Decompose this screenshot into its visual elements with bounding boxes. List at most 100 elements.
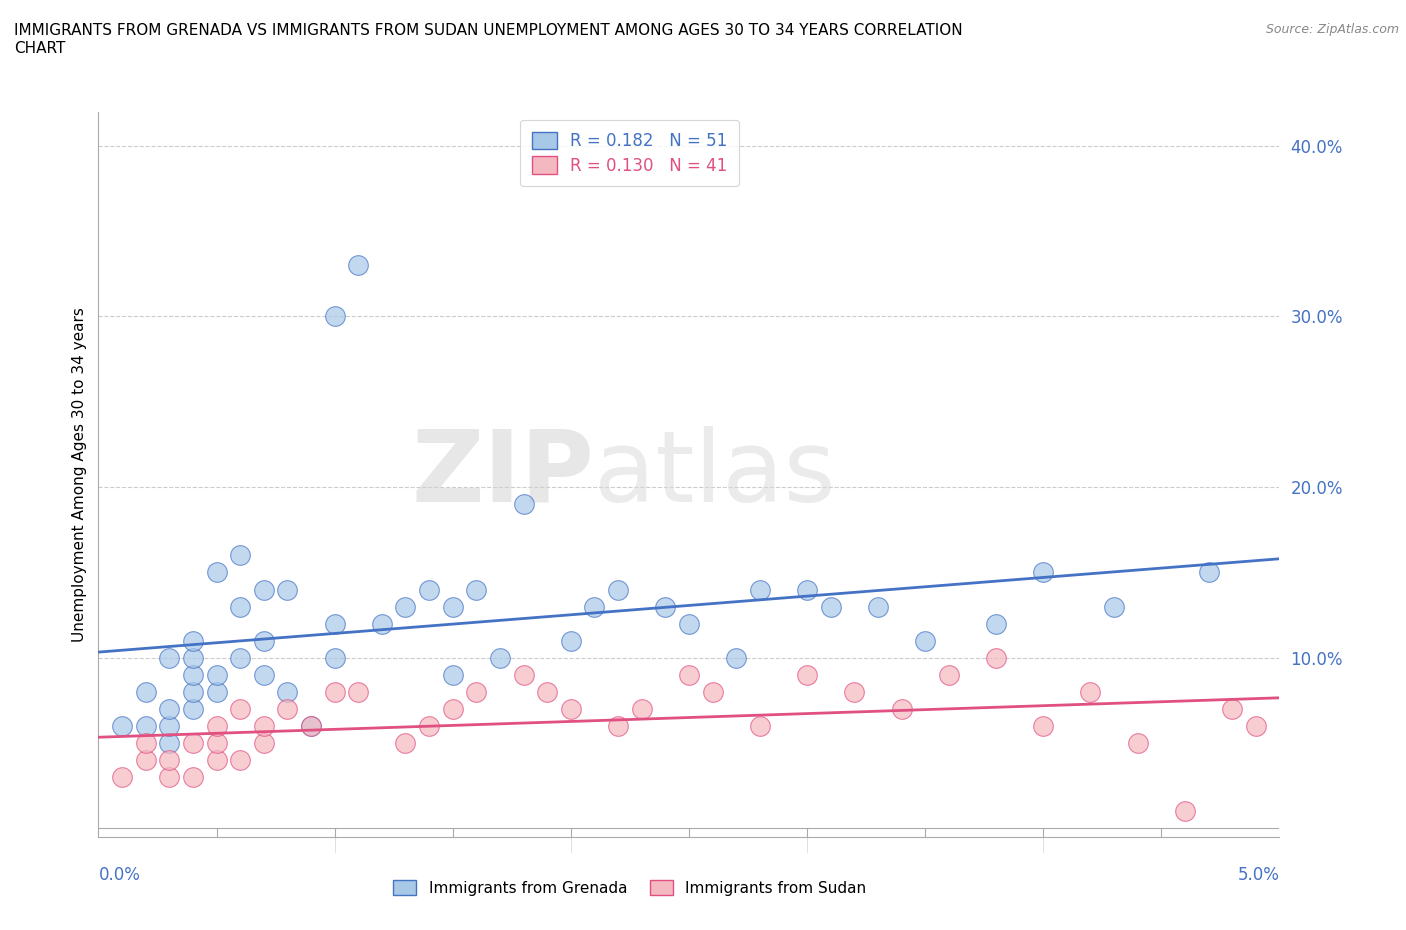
Point [157, 650, 180, 665]
Point [181, 650, 204, 665]
Point [441, 599, 464, 614]
Point [938, 668, 960, 683]
Point [796, 668, 818, 683]
Point [323, 309, 346, 324]
Point [512, 668, 534, 683]
Point [205, 684, 228, 699]
Point [323, 617, 346, 631]
Text: atlas: atlas [595, 426, 837, 523]
Text: 5.0%: 5.0% [1237, 866, 1279, 884]
Point [1080, 684, 1102, 699]
Point [205, 736, 228, 751]
Point [276, 684, 298, 699]
Point [299, 719, 322, 734]
Point [229, 548, 252, 563]
Point [253, 633, 276, 648]
Point [181, 633, 204, 648]
Point [157, 752, 180, 767]
Point [229, 701, 252, 716]
Point [418, 719, 440, 734]
Point [229, 752, 252, 767]
Point [135, 736, 157, 751]
Point [654, 599, 676, 614]
Point [253, 719, 276, 734]
Point [1032, 719, 1054, 734]
Point [984, 617, 1007, 631]
Point [1126, 736, 1149, 751]
Point [323, 684, 346, 699]
Text: Source: ZipAtlas.com: Source: ZipAtlas.com [1265, 23, 1399, 36]
Point [205, 565, 228, 580]
Point [347, 684, 370, 699]
Point [844, 684, 866, 699]
Point [181, 668, 204, 683]
Text: IMMIGRANTS FROM GRENADA VS IMMIGRANTS FROM SUDAN UNEMPLOYMENT AMONG AGES 30 TO 3: IMMIGRANTS FROM GRENADA VS IMMIGRANTS FR… [14, 23, 963, 56]
Point [796, 582, 818, 597]
Point [607, 719, 630, 734]
Point [489, 650, 512, 665]
Point [678, 668, 700, 683]
Point [560, 633, 582, 648]
Point [560, 701, 582, 716]
Point [820, 599, 842, 614]
Point [276, 582, 298, 597]
Point [441, 668, 464, 683]
Point [157, 719, 180, 734]
Point [323, 650, 346, 665]
Point [1198, 565, 1220, 580]
Point [253, 736, 276, 751]
Point [111, 719, 134, 734]
Point [135, 719, 157, 734]
Point [1174, 804, 1197, 818]
Point [181, 701, 204, 716]
Point [630, 701, 652, 716]
Y-axis label: Unemployment Among Ages 30 to 34 years: Unemployment Among Ages 30 to 34 years [72, 307, 87, 642]
Point [536, 684, 558, 699]
Point [418, 582, 440, 597]
Point [607, 582, 630, 597]
Point [748, 719, 770, 734]
Point [111, 770, 134, 785]
Point [229, 650, 252, 665]
Point [984, 650, 1007, 665]
Point [229, 599, 252, 614]
Point [181, 736, 204, 751]
Point [465, 684, 488, 699]
Point [181, 770, 204, 785]
Point [465, 582, 488, 597]
Point [135, 684, 157, 699]
Point [394, 736, 416, 751]
Point [866, 599, 889, 614]
Point [1102, 599, 1125, 614]
Point [157, 701, 180, 716]
Point [702, 684, 724, 699]
Point [347, 258, 370, 272]
Point [1244, 719, 1267, 734]
Point [205, 668, 228, 683]
Point [914, 633, 936, 648]
Point [394, 599, 416, 614]
Point [157, 770, 180, 785]
Point [512, 497, 534, 512]
Point [205, 752, 228, 767]
Legend: Immigrants from Grenada, Immigrants from Sudan: Immigrants from Grenada, Immigrants from… [388, 873, 872, 902]
Point [890, 701, 912, 716]
Point [135, 752, 157, 767]
Point [441, 701, 464, 716]
Point [1032, 565, 1054, 580]
Point [157, 736, 180, 751]
Point [371, 617, 394, 631]
Point [748, 582, 770, 597]
Point [725, 650, 748, 665]
Point [205, 719, 228, 734]
Text: 0.0%: 0.0% [98, 866, 141, 884]
Point [276, 701, 298, 716]
Point [181, 684, 204, 699]
Point [1220, 701, 1243, 716]
Text: ZIP: ZIP [412, 426, 595, 523]
Point [253, 582, 276, 597]
Point [299, 719, 322, 734]
Point [678, 617, 700, 631]
Point [583, 599, 606, 614]
Point [253, 668, 276, 683]
